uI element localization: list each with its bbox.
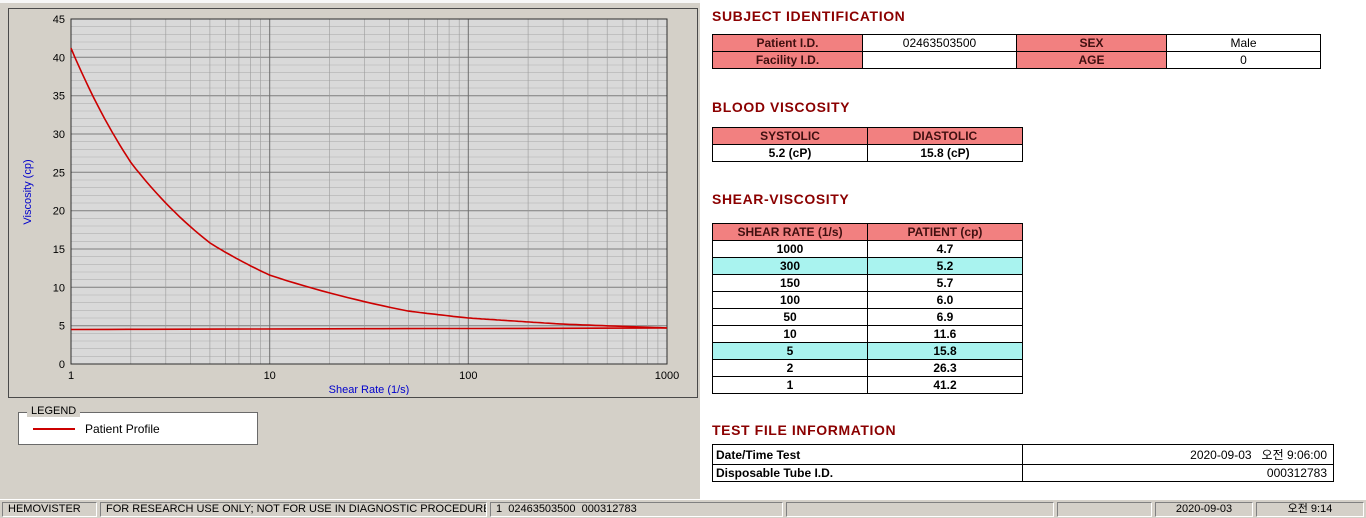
- patient-value-cell: 41.2: [867, 376, 1023, 394]
- date-time-test-value: 2020-09-03 오전 9:06:00: [1022, 444, 1334, 465]
- legend-box: LEGEND Patient Profile: [18, 405, 258, 445]
- window-top-edge: [0, 0, 1366, 3]
- table-row: 50 6.9: [712, 308, 1023, 326]
- test-file-information-table: Date/Time Test 2020-09-03 오전 9:06:00 Dis…: [712, 444, 1334, 482]
- table-row: Date/Time Test 2020-09-03 오전 9:06:00: [712, 444, 1334, 465]
- table-row: 5 15.8: [712, 342, 1023, 360]
- table-row: 10 11.6: [712, 325, 1023, 343]
- subject-identification-title: SUBJECT IDENTIFICATION: [712, 8, 906, 24]
- patient-value-cell: 26.3: [867, 359, 1023, 377]
- shear-rate-cell: 5: [712, 342, 868, 360]
- svg-text:1: 1: [68, 370, 74, 382]
- patient-value-cell: 6.0: [867, 291, 1023, 309]
- svg-text:30: 30: [53, 129, 65, 141]
- svg-text:Shear Rate (1/s): Shear Rate (1/s): [329, 384, 410, 395]
- status-bar: HEMOVISTER FOR RESEARCH USE ONLY; NOT FO…: [0, 499, 1366, 518]
- svg-text:5: 5: [59, 321, 65, 333]
- svg-text:10: 10: [53, 282, 65, 294]
- table-row: SYSTOLIC DIASTOLIC: [712, 127, 1023, 145]
- report-panel: SUBJECT IDENTIFICATION Patient I.D. 0246…: [700, 0, 1366, 499]
- status-date: 2020-09-03: [1155, 502, 1253, 517]
- legend-item: Patient Profile: [19, 413, 257, 444]
- status-empty-panel: [1057, 502, 1152, 517]
- shear-rate-cell: 10: [712, 325, 868, 343]
- svg-text:25: 25: [53, 167, 65, 179]
- patient-value-cell: 5.7: [867, 274, 1023, 292]
- table-row: Patient I.D. 02463503500 SEX Male: [712, 34, 1321, 52]
- subject-identification-table: Patient I.D. 02463503500 SEX Male Facili…: [712, 34, 1321, 69]
- patient-column-header: PATIENT (cp): [867, 223, 1023, 241]
- table-row: 300 5.2: [712, 257, 1023, 275]
- date-time-test-label: Date/Time Test: [712, 444, 1023, 465]
- shear-rate-cell: 150: [712, 274, 868, 292]
- systolic-label: SYSTOLIC: [712, 127, 868, 145]
- svg-text:100: 100: [459, 370, 477, 382]
- svg-text:15: 15: [53, 244, 65, 256]
- status-app-name: HEMOVISTER: [2, 502, 97, 517]
- svg-text:10: 10: [264, 370, 276, 382]
- systolic-value: 5.2 (cP): [712, 144, 868, 162]
- shear-rate-cell: 300: [712, 257, 868, 275]
- patient-value-cell: 5.2: [867, 257, 1023, 275]
- shear-rate-cell: 2: [712, 359, 868, 377]
- svg-text:35: 35: [53, 91, 65, 103]
- disposable-tube-id-value: 000312783: [1022, 464, 1334, 482]
- patient-value-cell: 11.6: [867, 325, 1023, 343]
- status-research-notice: FOR RESEARCH USE ONLY; NOT FOR USE IN DI…: [100, 502, 487, 517]
- age-value: 0: [1166, 51, 1321, 69]
- patient-id-value: 02463503500: [862, 34, 1017, 52]
- legend-title: LEGEND: [27, 405, 81, 417]
- svg-text:Viscosity (cp): Viscosity (cp): [22, 159, 34, 224]
- table-row: 2 26.3: [712, 359, 1023, 377]
- patient-profile-line-swatch: [33, 427, 75, 430]
- status-empty-panel: [786, 502, 1054, 517]
- table-row: 100 6.0: [712, 291, 1023, 309]
- blood-viscosity-table: SYSTOLIC DIASTOLIC 5.2 (cP) 15.8 (cP): [712, 127, 1023, 162]
- facility-id-value: [862, 51, 1017, 69]
- table-row: Disposable Tube I.D. 000312783: [712, 464, 1334, 482]
- chart-panel: 0 5 10 15 20 25 30 35 40 45 1 10 100 1000 Shear Rate (…: [8, 8, 698, 398]
- blood-viscosity-title: BLOOD VISCOSITY: [712, 99, 851, 115]
- shear-rate-cell: 50: [712, 308, 868, 326]
- table-row: Facility I.D. AGE 0: [712, 51, 1321, 69]
- diastolic-value: 15.8 (cP): [867, 144, 1023, 162]
- disposable-tube-id-label: Disposable Tube I.D.: [712, 464, 1023, 482]
- viscosity-chart: 0 5 10 15 20 25 30 35 40 45 1 10 100 1000 Shear Rate (…: [22, 14, 679, 396]
- status-record-info: 1 02463503500 000312783: [490, 502, 783, 517]
- patient-value-cell: 15.8: [867, 342, 1023, 360]
- sex-value: Male: [1166, 34, 1321, 52]
- shear-viscosity-title: SHEAR-VISCOSITY: [712, 191, 850, 207]
- test-file-information-title: TEST FILE INFORMATION: [712, 422, 897, 438]
- table-header-row: SHEAR RATE (1/s) PATIENT (cp): [712, 223, 1023, 241]
- sex-label: SEX: [1016, 34, 1167, 52]
- legend-item-label: Patient Profile: [85, 421, 160, 436]
- svg-text:0: 0: [59, 359, 65, 371]
- table-row: 150 5.7: [712, 274, 1023, 292]
- patient-value-cell: 4.7: [867, 240, 1023, 258]
- age-label: AGE: [1016, 51, 1167, 69]
- shear-rate-column-header: SHEAR RATE (1/s): [712, 223, 868, 241]
- svg-text:40: 40: [53, 52, 65, 64]
- svg-text:45: 45: [53, 14, 65, 26]
- facility-id-label: Facility I.D.: [712, 51, 863, 69]
- shear-viscosity-table: SHEAR RATE (1/s) PATIENT (cp) 1000 4.7 3…: [712, 223, 1023, 394]
- diastolic-label: DIASTOLIC: [867, 127, 1023, 145]
- shear-rate-cell: 1000: [712, 240, 868, 258]
- shear-rate-cell: 1: [712, 376, 868, 394]
- svg-text:1000: 1000: [655, 370, 679, 382]
- svg-text:20: 20: [53, 206, 65, 218]
- shear-rate-cell: 100: [712, 291, 868, 309]
- status-time: 오전 9:14: [1256, 502, 1364, 517]
- table-row: 5.2 (cP) 15.8 (cP): [712, 144, 1023, 162]
- table-row: 1000 4.7: [712, 240, 1023, 258]
- table-row: 1 41.2: [712, 376, 1023, 394]
- patient-id-label: Patient I.D.: [712, 34, 863, 52]
- patient-value-cell: 6.9: [867, 308, 1023, 326]
